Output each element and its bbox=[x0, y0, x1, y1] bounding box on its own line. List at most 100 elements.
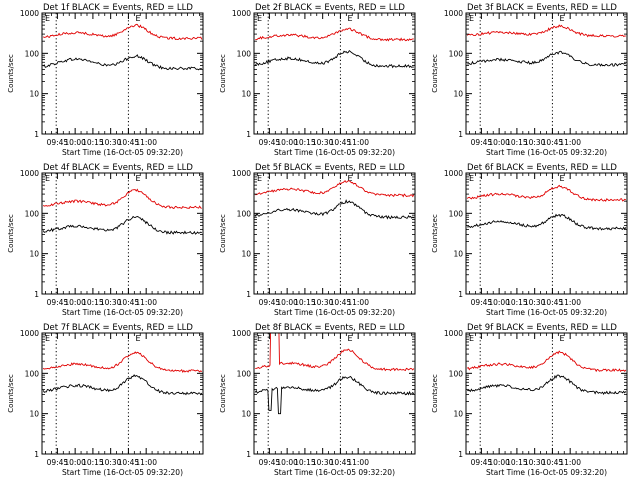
x-tick-label: 09:45 bbox=[259, 138, 281, 147]
y-tick-label: 1 bbox=[246, 290, 251, 299]
detector-panel-6: Det 6f BLACK = Events, RED = LLD Counts/s… bbox=[431, 163, 628, 317]
plot-frame bbox=[253, 172, 416, 295]
e-marker: E bbox=[348, 334, 353, 343]
x-tick-label: 11:00 bbox=[559, 298, 581, 307]
e-marker: E bbox=[348, 14, 353, 23]
x-axis-label: Start Time (16-Oct-05 09:32:20) bbox=[62, 468, 183, 477]
x-tick-label: 10:45 bbox=[118, 298, 140, 307]
panel-title: Det 9f BLACK = Events, RED = LLD bbox=[467, 323, 617, 333]
x-tick-label: 10:15 bbox=[82, 298, 104, 307]
x-tick-label: 10:30 bbox=[100, 138, 122, 147]
events-series-line bbox=[467, 374, 627, 395]
events-series-line bbox=[254, 199, 415, 220]
x-tick-label: 10:30 bbox=[524, 298, 546, 307]
plot-frame bbox=[465, 172, 628, 295]
events-series-line bbox=[42, 215, 203, 235]
y-tick-label: 1000 bbox=[444, 329, 463, 338]
x-axis-label: Start Time (16-Oct-05 09:32:20) bbox=[62, 308, 183, 317]
x-tick-label: 10:00 bbox=[488, 298, 510, 307]
x-tick-label: 10:00 bbox=[276, 138, 298, 147]
y-tick-label: 10 bbox=[453, 410, 463, 419]
x-tick-label: 10:00 bbox=[488, 458, 510, 467]
x-tick-label: 10:45 bbox=[330, 458, 352, 467]
y-axis-label: Counts/sec bbox=[431, 54, 439, 93]
panel-title: Det 6f BLACK = Events, RED = LLD bbox=[467, 163, 617, 173]
events-series-line bbox=[42, 374, 203, 396]
x-tick-label: 10:45 bbox=[542, 298, 564, 307]
y-tick-label: 10 bbox=[241, 410, 251, 419]
detector-panel-5: Det 5f BLACK = Events, RED = LLD Counts/s… bbox=[219, 163, 416, 317]
x-tick-label: 10:15 bbox=[294, 138, 316, 147]
x-tick-label: 10:00 bbox=[64, 458, 86, 467]
x-tick-label: 10:30 bbox=[312, 138, 334, 147]
e-marker: E bbox=[257, 14, 262, 23]
x-tick-label: 09:45 bbox=[471, 138, 493, 147]
x-axis-label: Start Time (16-Oct-05 09:32:20) bbox=[486, 148, 607, 157]
events-series-line bbox=[42, 54, 202, 71]
x-tick-label: 10:45 bbox=[118, 458, 140, 467]
y-tick-label: 1 bbox=[458, 290, 463, 299]
y-tick-label: 100 bbox=[449, 49, 464, 58]
detector-panel-9: Det 9f BLACK = Events, RED = LLD Counts/s… bbox=[431, 323, 628, 477]
detector-panel-7: Det 7f BLACK = Events, RED = LLD Counts/s… bbox=[7, 323, 204, 477]
x-tick-label: 11:00 bbox=[347, 138, 369, 147]
y-tick-label: 10 bbox=[453, 250, 463, 259]
y-axis-label: Counts/sec bbox=[219, 54, 227, 93]
e-marker: E bbox=[469, 334, 474, 343]
x-tick-label: 09:45 bbox=[47, 458, 69, 467]
y-tick-label: 1000 bbox=[20, 9, 39, 18]
x-axis-label: Start Time (16-Oct-05 09:32:20) bbox=[486, 468, 607, 477]
lld-series-line bbox=[466, 350, 627, 373]
x-tick-label: 11:00 bbox=[559, 458, 581, 467]
x-tick-label: 11:00 bbox=[135, 458, 157, 467]
x-tick-label: 10:00 bbox=[64, 138, 86, 147]
y-axis-label: Counts/sec bbox=[219, 374, 227, 413]
x-tick-label: 10:30 bbox=[312, 458, 334, 467]
e-marker: E bbox=[45, 14, 50, 23]
detector-panel-3: Det 3f BLACK = Events, RED = LLD Counts/s… bbox=[431, 3, 628, 157]
y-tick-label: 100 bbox=[449, 369, 464, 378]
y-axis-label: Counts/sec bbox=[7, 374, 15, 413]
plot-frame bbox=[253, 12, 416, 135]
e-marker: E bbox=[469, 174, 474, 183]
x-tick-label: 09:45 bbox=[259, 298, 281, 307]
y-tick-label: 1 bbox=[458, 130, 463, 139]
y-axis-label: Counts/sec bbox=[7, 214, 15, 253]
x-axis-label: Start Time (16-Oct-05 09:32:20) bbox=[486, 308, 607, 317]
y-tick-label: 1000 bbox=[444, 169, 463, 178]
x-tick-label: 10:30 bbox=[524, 458, 546, 467]
lld-series-line bbox=[42, 188, 202, 209]
e-marker: E bbox=[136, 174, 141, 183]
y-tick-label: 100 bbox=[237, 49, 252, 58]
y-tick-label: 100 bbox=[237, 209, 252, 218]
y-tick-label: 1000 bbox=[232, 329, 251, 338]
panel-title: Det 3f BLACK = Events, RED = LLD bbox=[467, 3, 617, 13]
x-tick-label: 09:45 bbox=[47, 298, 69, 307]
e-marker: E bbox=[560, 334, 565, 343]
y-tick-label: 100 bbox=[237, 369, 252, 378]
e-marker: E bbox=[560, 14, 565, 23]
x-tick-label: 10:15 bbox=[506, 458, 528, 467]
x-tick-label: 10:15 bbox=[82, 458, 104, 467]
panel-title: Det 7f BLACK = Events, RED = LLD bbox=[43, 323, 193, 333]
y-tick-label: 10 bbox=[453, 90, 463, 99]
x-tick-label: 10:30 bbox=[100, 458, 122, 467]
x-tick-label: 11:00 bbox=[135, 138, 157, 147]
x-axis-label: Start Time (16-Oct-05 09:32:20) bbox=[62, 148, 183, 157]
x-axis-label: Start Time (16-Oct-05 09:32:20) bbox=[274, 148, 395, 157]
x-tick-label: 10:45 bbox=[542, 138, 564, 147]
lld-series-line bbox=[42, 351, 203, 373]
panel-title: Det 1f BLACK = Events, RED = LLD bbox=[43, 3, 193, 13]
y-tick-label: 10 bbox=[29, 410, 39, 419]
y-tick-label: 100 bbox=[449, 209, 464, 218]
events-series-line bbox=[254, 49, 414, 69]
e-marker: E bbox=[45, 334, 50, 343]
lld-series-line bbox=[255, 27, 414, 42]
y-tick-label: 1000 bbox=[232, 9, 251, 18]
x-tick-label: 10:00 bbox=[276, 458, 298, 467]
e-marker: E bbox=[469, 14, 474, 23]
x-tick-label: 11:00 bbox=[347, 298, 369, 307]
x-axis-label: Start Time (16-Oct-05 09:32:20) bbox=[274, 468, 395, 477]
x-tick-label: 09:45 bbox=[471, 458, 493, 467]
x-tick-label: 10:45 bbox=[330, 298, 352, 307]
